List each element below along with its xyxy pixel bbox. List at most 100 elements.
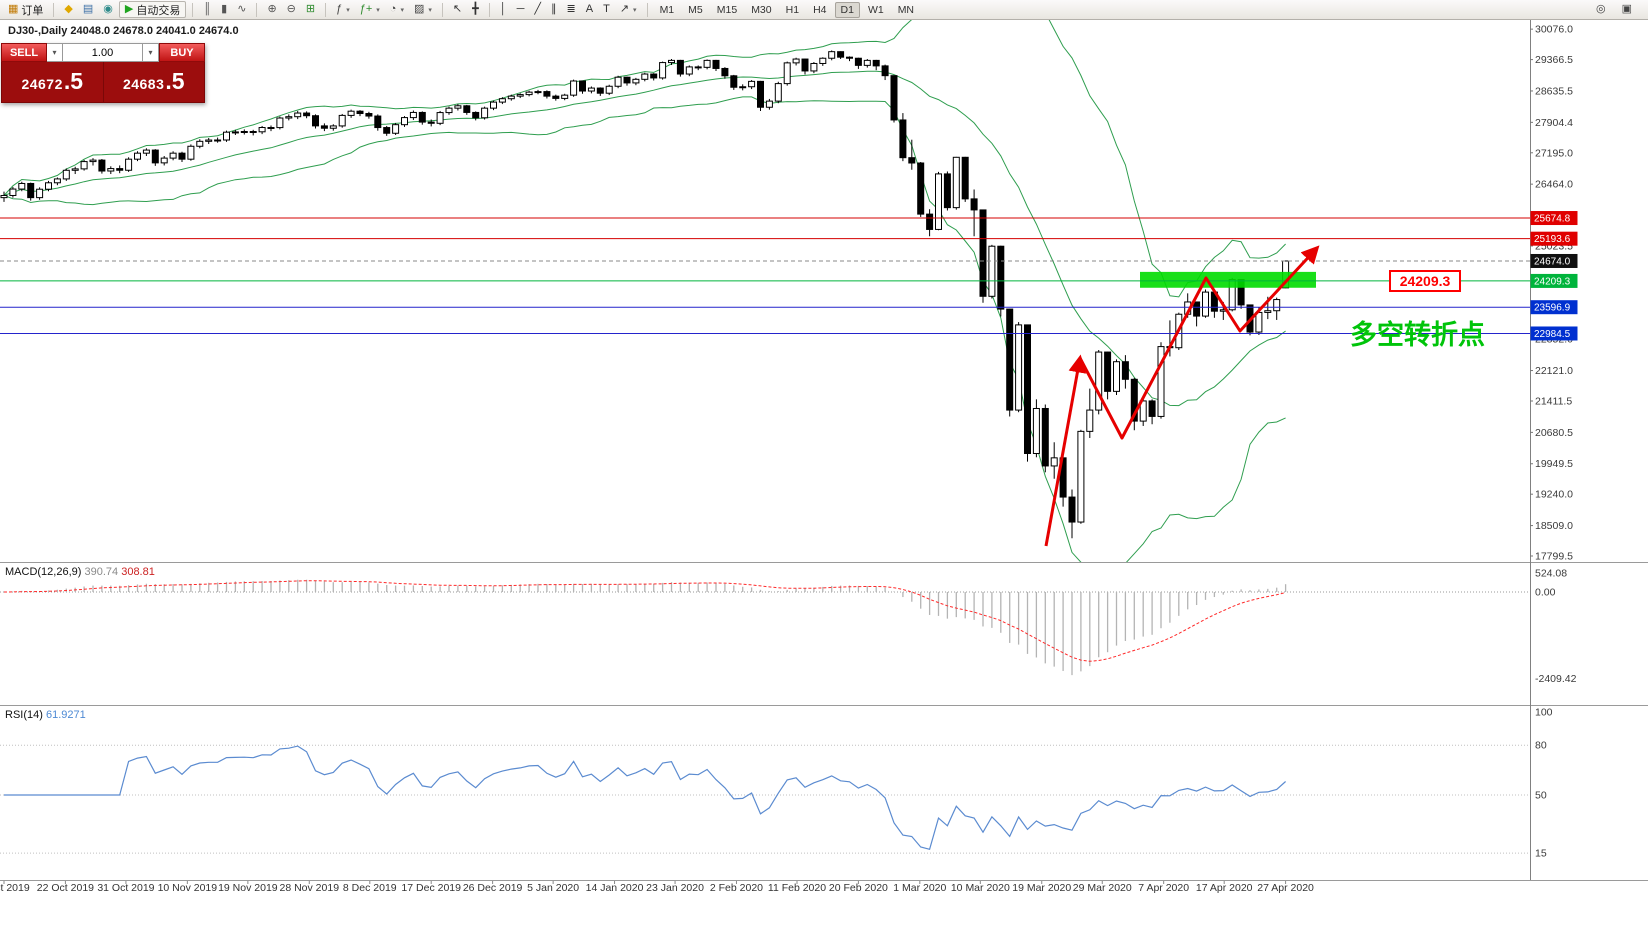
search-icon-glyph: ◎ bbox=[1595, 3, 1606, 15]
svg-text:25674.8: 25674.8 bbox=[1534, 214, 1571, 225]
svg-text:17 Apr 2020: 17 Apr 2020 bbox=[1196, 882, 1253, 894]
text-icon-glyph: A bbox=[585, 3, 594, 15]
text-icon[interactable]: A bbox=[582, 3, 597, 16]
search-icon[interactable]: ◎ bbox=[1592, 3, 1610, 16]
cursor-icon[interactable]: ↖ bbox=[449, 3, 466, 16]
svg-text:8 Dec 2019: 8 Dec 2019 bbox=[343, 882, 397, 894]
svg-text:0.00: 0.00 bbox=[1535, 587, 1556, 599]
svg-text:28635.5: 28635.5 bbox=[1535, 85, 1573, 97]
trade-buttons-row: SELL ▾ ▾ BUY bbox=[1, 43, 205, 62]
period-clock-button-dropdown-icon[interactable]: ▾ bbox=[400, 6, 404, 14]
candles-layer bbox=[0, 50, 1290, 539]
toolbar-separator bbox=[53, 2, 55, 17]
bollinger-bands-layer bbox=[3, 20, 1286, 562]
volume-input[interactable] bbox=[63, 43, 143, 62]
pivot-point-text-annotation[interactable]: 多空转折点 bbox=[1350, 320, 1485, 350]
bar-chart-icon[interactable]: ║ bbox=[199, 3, 215, 16]
price-badge bbox=[1530, 211, 1578, 226]
new-order-button[interactable]: ▦ 订单 bbox=[4, 1, 47, 19]
autotrading-button[interactable]: ▶ 自动交易 bbox=[118, 1, 187, 18]
timeframe-m30[interactable]: M30 bbox=[751, 3, 772, 16]
svg-text:20680.5: 20680.5 bbox=[1535, 427, 1573, 439]
timeframe-mn[interactable]: MN bbox=[897, 3, 915, 16]
add-indicator-button-dropdown-icon[interactable]: ▾ bbox=[376, 6, 380, 14]
sell-price-frac: .5 bbox=[63, 68, 84, 94]
vertical-line-icon[interactable]: │ bbox=[496, 3, 511, 16]
macd-signal-value: 308.81 bbox=[121, 566, 155, 578]
layout-icon-glyph: ▣ bbox=[1621, 3, 1632, 15]
add-indicator-button[interactable]: ƒ+ ▾ bbox=[356, 3, 384, 16]
buy-price[interactable]: 24683 .5 bbox=[104, 62, 205, 102]
resistance-zone[interactable] bbox=[1140, 271, 1316, 288]
svg-text:27 Apr 2020: 27 Apr 2020 bbox=[1257, 882, 1314, 894]
top-toolbar: ▦ 订单 ◆ ▤ ◉ ▶ 自动交易 ║ ▮ ∿ ⊕ ⊖ ⊞ ƒ ▾ ƒ+ ▾ ◔ ▾ ▨ ▾ ↖ ╋ │ ─ ╱ ∥ ≣ A T ↗ ▾ M1 M… bbox=[0, 0, 1648, 20]
buy-button[interactable]: BUY bbox=[159, 43, 205, 62]
sell-price-main: 24672 bbox=[21, 76, 63, 92]
timeframe-m1[interactable]: M1 bbox=[659, 3, 675, 16]
period-clock-button[interactable]: ◔ ▾ bbox=[386, 3, 408, 16]
new-order-button-label: 订单 bbox=[21, 4, 44, 17]
svg-text:24674.0: 24674.0 bbox=[1534, 256, 1571, 267]
timeframe-m15[interactable]: M15 bbox=[716, 3, 738, 16]
price-axis: 30076.0 29366.5 28635.5 27904.4 27195.0 26464… bbox=[1530, 24, 1578, 563]
timeframe-h4[interactable]: H4 bbox=[813, 3, 827, 16]
tile-windows-icon[interactable]: ⊞ bbox=[302, 3, 319, 16]
svg-text:22121.0: 22121.0 bbox=[1535, 365, 1573, 377]
trend-arrow-annotation[interactable] bbox=[1044, 245, 1320, 547]
svg-text:-2409.42: -2409.42 bbox=[1535, 673, 1577, 685]
horizontal-line-icon[interactable]: ─ bbox=[513, 3, 529, 16]
svg-text:10 Nov 2019: 10 Nov 2019 bbox=[158, 882, 218, 894]
price-badge bbox=[1530, 300, 1578, 315]
volume-dropdown-icon[interactable]: ▾ bbox=[47, 43, 63, 62]
candlestick-chart-icon[interactable]: ▮ bbox=[217, 3, 231, 16]
label-icon[interactable]: T bbox=[599, 3, 614, 16]
data-window-icon[interactable]: ◉ bbox=[99, 3, 117, 16]
templates-button[interactable]: ▨ ▾ bbox=[410, 3, 436, 16]
indicators-button[interactable]: ƒ ▾ bbox=[332, 3, 354, 16]
svg-text:14 Jan 2020: 14 Jan 2020 bbox=[586, 882, 644, 894]
fibonacci-icon[interactable]: ≣ bbox=[563, 3, 580, 16]
macd-pane: 524.08 0.00 -2409.42 bbox=[0, 568, 1577, 685]
layout-icon[interactable]: ▣ bbox=[1618, 3, 1636, 16]
svg-text:21411.5: 21411.5 bbox=[1535, 395, 1572, 407]
macd-indicator-label: MACD(12,26,9) 390.74 308.81 bbox=[5, 566, 155, 578]
chart-symbol-title: DJ30-,Daily 24048.0 24678.0 24041.0 2467… bbox=[8, 25, 239, 37]
trade-prices-row: 24672 .5 24683 .5 bbox=[1, 62, 205, 103]
zoom-in-icon[interactable]: ⊕ bbox=[263, 3, 280, 16]
timeframe-w1[interactable]: W1 bbox=[867, 3, 884, 16]
toolbar-separator bbox=[646, 2, 648, 17]
svg-text:22 Oct 2019: 22 Oct 2019 bbox=[37, 882, 94, 894]
data-window-icon-glyph: ◉ bbox=[103, 3, 113, 15]
channel-icon[interactable]: ∥ bbox=[547, 3, 561, 16]
zoom-out-icon[interactable]: ⊖ bbox=[283, 3, 300, 16]
arrows-icon-dropdown-icon[interactable]: ▾ bbox=[633, 6, 637, 14]
toolbar-separator bbox=[325, 2, 327, 17]
period-clock-button-glyph: ◔ bbox=[389, 3, 397, 15]
timeframe-h1[interactable]: H1 bbox=[785, 3, 800, 16]
macd-main-value: 390.74 bbox=[84, 566, 119, 578]
indicators-button-dropdown-icon[interactable]: ▾ bbox=[346, 6, 350, 14]
line-chart-icon[interactable]: ∿ bbox=[233, 3, 250, 16]
templates-button-dropdown-icon[interactable]: ▾ bbox=[428, 6, 432, 14]
svg-text:15: 15 bbox=[1535, 848, 1547, 860]
trendline-icon[interactable]: ╱ bbox=[530, 3, 545, 16]
timeframe-d1[interactable]: D1 bbox=[834, 1, 860, 18]
volume-stepper-icon[interactable]: ▾ bbox=[143, 43, 159, 62]
level-lines-layer[interactable] bbox=[0, 217, 1530, 334]
market-watch-icon[interactable]: ▤ bbox=[79, 3, 97, 16]
sell-price[interactable]: 24672 .5 bbox=[2, 62, 104, 102]
sell-button[interactable]: SELL bbox=[1, 43, 47, 62]
price-badge bbox=[1530, 273, 1578, 288]
timeframe-m5[interactable]: M5 bbox=[688, 3, 703, 16]
toolbar-separator bbox=[441, 2, 443, 17]
svg-text:2 Feb 2020: 2 Feb 2020 bbox=[710, 882, 763, 894]
charts-icon[interactable]: ◆ bbox=[60, 3, 76, 16]
crosshair-icon[interactable]: ╋ bbox=[468, 3, 483, 16]
svg-text:24209.3: 24209.3 bbox=[1534, 276, 1571, 287]
arrows-icon[interactable]: ↗ ▾ bbox=[616, 3, 641, 16]
svg-text:28 Nov 2019: 28 Nov 2019 bbox=[279, 882, 339, 894]
svg-text:19949.5: 19949.5 bbox=[1535, 458, 1573, 470]
arrows-icon-glyph: ↗ bbox=[619, 3, 630, 15]
price-label-annotation[interactable]: 24209.3 bbox=[1389, 270, 1461, 292]
